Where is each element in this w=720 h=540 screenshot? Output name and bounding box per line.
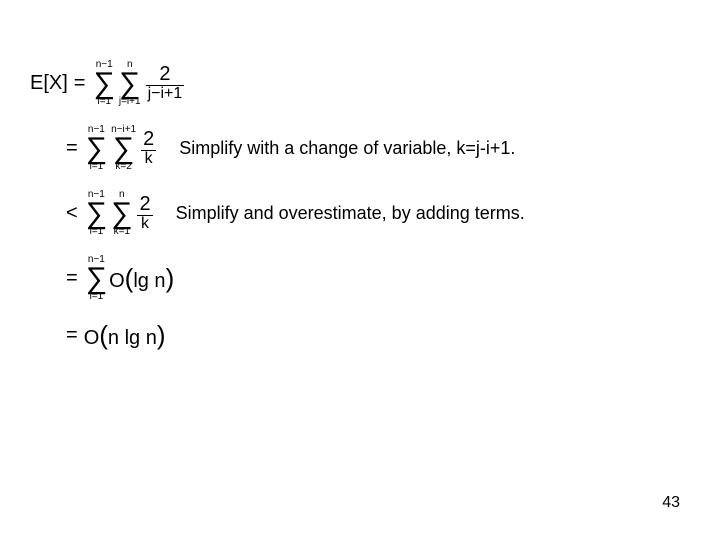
math-expr-5: = O(n lg n) — [60, 320, 166, 351]
sigma-icon: ∑ — [113, 135, 134, 162]
big-o-term: O(lg n) — [109, 263, 174, 294]
sum-outer: n−1 ∑ i=1 — [86, 125, 107, 172]
numerator: 2 — [137, 194, 152, 215]
math-row-2: = n−1 ∑ i=1 n−i+1 ∑ k=2 2 k Simplify wit… — [30, 125, 690, 172]
fraction: 2 j−i+1 — [146, 64, 185, 103]
math-expr-2: = n−1 ∑ i=1 n−i+1 ∑ k=2 2 k — [60, 125, 159, 172]
math-expr-3: < n−1 ∑ i=1 n ∑ k=1 2 k — [60, 190, 156, 237]
sigma-icon: ∑ — [111, 200, 132, 227]
page-number: 43 — [662, 494, 680, 512]
operator: = — [66, 267, 78, 290]
comment-change-variable: Simplify with a change of variable, k=j-… — [179, 138, 515, 159]
operator: = — [74, 72, 86, 95]
sigma-icon: ∑ — [86, 200, 107, 227]
denominator: k — [143, 151, 155, 168]
operator: = — [66, 324, 78, 347]
operator: = — [66, 137, 78, 160]
math-row-4: = n−1 ∑ i=1 O(lg n) — [30, 255, 690, 302]
numerator: 2 — [141, 129, 156, 150]
sum-lower: i=1 — [90, 227, 104, 237]
sum-outer: n−1 ∑ i=1 — [93, 60, 114, 107]
math-row-1: E[X] = n−1 ∑ i=1 n ∑ j=i+1 2 j−i+1 — [30, 60, 690, 107]
sum-lower: k=2 — [115, 162, 131, 172]
math-expr-1: E[X] = n−1 ∑ i=1 n ∑ j=i+1 2 j−i+1 — [30, 60, 187, 107]
sum-lower: i=1 — [90, 162, 104, 172]
fraction: 2 k — [141, 129, 156, 168]
sigma-icon: ∑ — [119, 70, 140, 97]
sigma-icon: ∑ — [86, 265, 107, 292]
sum-inner: n−i+1 ∑ k=2 — [111, 125, 136, 172]
sum-inner: n ∑ k=1 — [111, 190, 132, 237]
comment-overestimate: Simplify and overestimate, by adding ter… — [176, 203, 525, 224]
math-expr-4: = n−1 ∑ i=1 O(lg n) — [60, 255, 174, 302]
sum-outer: n−1 ∑ i=1 — [86, 255, 107, 302]
math-row-5: = O(n lg n) — [30, 320, 690, 351]
sum-inner: n ∑ j=i+1 — [119, 60, 141, 107]
fraction: 2 k — [137, 194, 152, 233]
sigma-icon: ∑ — [93, 70, 114, 97]
sum-outer: n−1 ∑ i=1 — [86, 190, 107, 237]
sum-lower: k=1 — [114, 227, 130, 237]
sum-lower: j=i+1 — [119, 97, 141, 107]
sum-lower: i=1 — [97, 97, 111, 107]
operator: < — [66, 202, 78, 225]
lhs: E[X] — [30, 72, 68, 95]
big-o-result: O(n lg n) — [84, 320, 166, 351]
sigma-icon: ∑ — [86, 135, 107, 162]
math-row-3: < n−1 ∑ i=1 n ∑ k=1 2 k Simplify and ove… — [30, 190, 690, 237]
numerator: 2 — [157, 64, 172, 85]
slide: E[X] = n−1 ∑ i=1 n ∑ j=i+1 2 j−i+1 = n — [0, 0, 720, 540]
denominator: k — [139, 216, 151, 233]
denominator: j−i+1 — [146, 86, 185, 103]
sum-lower: i=1 — [90, 292, 104, 302]
